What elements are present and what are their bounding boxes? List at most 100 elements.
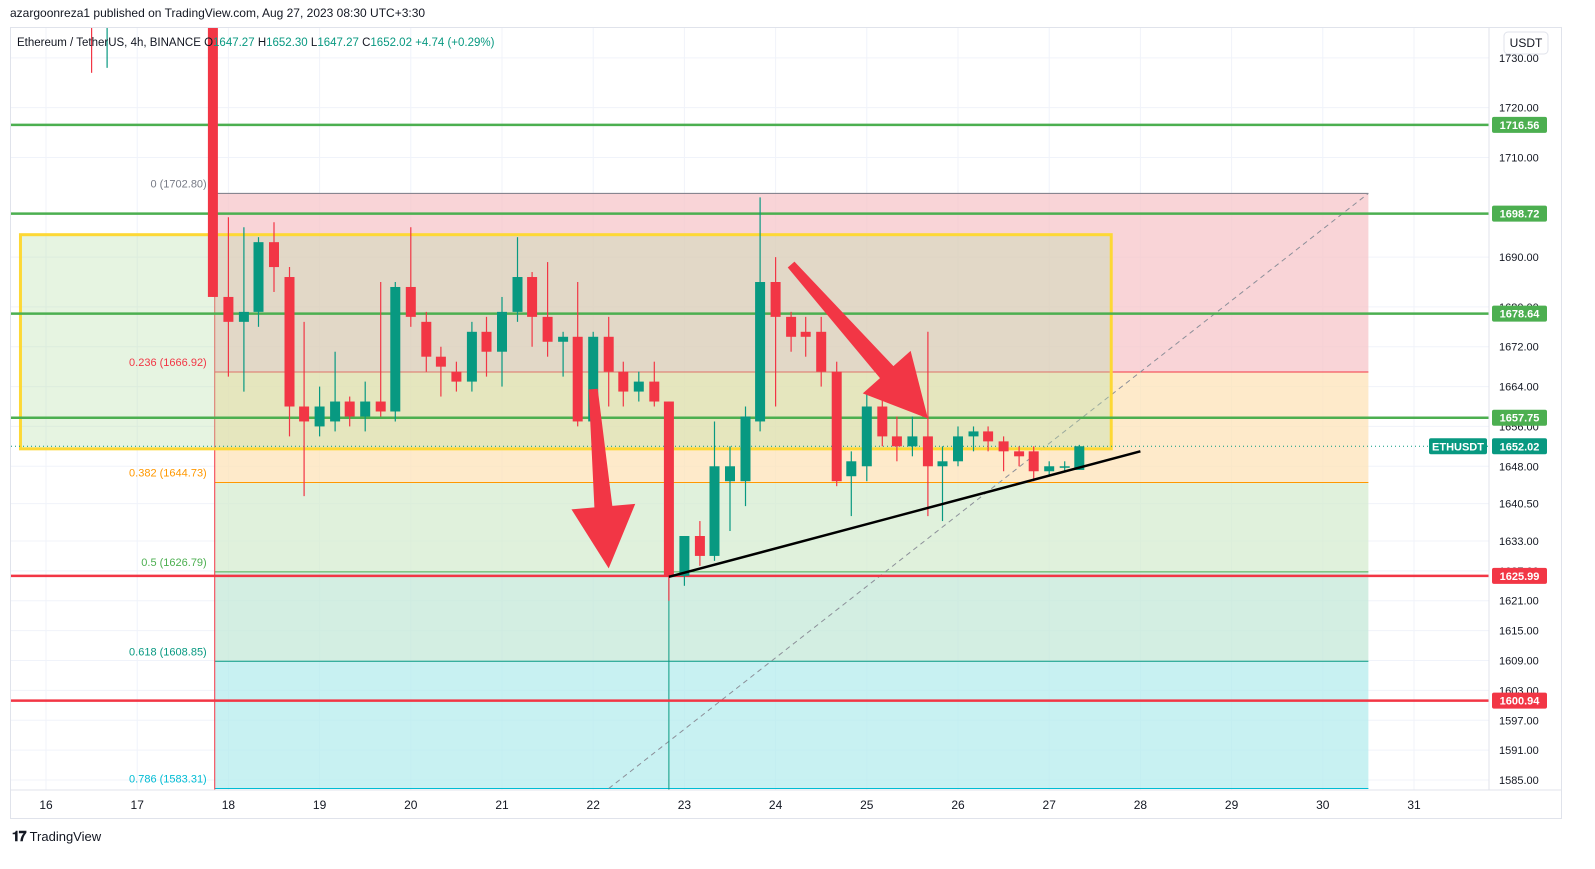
time-tick-label: 31 xyxy=(1407,798,1421,812)
candle-up xyxy=(330,351,341,432)
time-tick-label: 18 xyxy=(222,798,236,812)
level-price-tag xyxy=(1492,567,1547,584)
ascending-trendline xyxy=(668,450,1141,579)
candle-body xyxy=(816,331,827,372)
candle-body xyxy=(330,401,341,422)
plot-area: 0 (1702.80) 0.236 (1666.92) 0.382 (1644.73… xyxy=(11,28,1489,790)
fib-level-label: 0 (1702.80) xyxy=(150,178,206,190)
legend-low-label: L xyxy=(311,37,318,49)
candle-up xyxy=(907,416,918,457)
candle-down xyxy=(831,361,842,487)
level-price-tag xyxy=(1492,116,1547,133)
candle-body xyxy=(1074,446,1085,470)
price-tick-label: 1615.00 xyxy=(1499,626,1539,638)
candle-body xyxy=(253,242,264,312)
candle-body xyxy=(922,436,933,467)
candle-body xyxy=(679,536,690,576)
legend-change-value: +4.74 (+0.29%) xyxy=(415,37,494,49)
candle-down xyxy=(998,436,1009,472)
tradingview-logo-icon: 𝟏𝟕 xyxy=(12,828,27,844)
candle-up xyxy=(679,536,690,586)
fib-level-label: 0.236 (1666.92) xyxy=(129,357,207,369)
candle-up xyxy=(633,371,644,402)
price-tick-label: 1609.00 xyxy=(1499,656,1539,668)
candle-body xyxy=(1044,466,1055,472)
red-arrow xyxy=(571,388,636,569)
level-price-tag-label: 1657.75 xyxy=(1500,413,1540,425)
price-tick-label: 1640.50 xyxy=(1499,499,1539,511)
candle-down xyxy=(435,346,446,397)
candle-body xyxy=(542,316,553,342)
price-tick-label: 1633.00 xyxy=(1499,536,1539,548)
candle-body xyxy=(284,277,295,407)
range-box xyxy=(18,233,1113,451)
candle-body xyxy=(360,401,371,417)
candle-up xyxy=(106,28,108,68)
candle-body xyxy=(421,321,432,357)
legend-symbol: Ethereum / TetherUS, 4h, BINANCE xyxy=(17,37,201,49)
level-price-tag-label: 1678.64 xyxy=(1500,309,1541,321)
candle-down xyxy=(481,316,492,377)
level-price-tag-label: 1698.72 xyxy=(1500,209,1540,221)
fib-zone xyxy=(214,571,1369,662)
candle-down xyxy=(299,321,310,497)
level-price-tag xyxy=(1492,205,1547,222)
tradingview-brand-label: TradingView xyxy=(29,829,102,844)
time-tick-label: 24 xyxy=(769,798,783,812)
candle-body xyxy=(207,28,218,297)
legend-high-label: H xyxy=(258,37,266,49)
candle-body xyxy=(558,336,569,342)
candle-down xyxy=(344,396,355,427)
candle-body xyxy=(846,461,857,477)
candle-body xyxy=(663,401,674,576)
candle-up xyxy=(1044,461,1055,477)
legend-high-value: 1652.30 xyxy=(266,37,308,49)
price-tick-label: 1597.00 xyxy=(1499,715,1539,727)
candle-up xyxy=(238,227,249,392)
candle-down xyxy=(603,316,614,407)
candle-up xyxy=(253,237,264,327)
legend-low-value: 1647.27 xyxy=(317,37,359,49)
candle-down xyxy=(1028,446,1039,482)
candle-body xyxy=(497,311,507,352)
level-price-tag xyxy=(1492,409,1547,426)
candlestick-chart[interactable]: 0 (1702.80) 0.236 (1666.92) 0.382 (1644.73… xyxy=(11,28,1561,818)
price-tick-label: 1648.00 xyxy=(1499,461,1539,473)
candle-body xyxy=(800,331,811,337)
level-price-tag xyxy=(1492,692,1547,709)
candle-down xyxy=(284,267,295,437)
candle-body xyxy=(588,336,599,422)
candle-body xyxy=(405,286,416,317)
candle-body xyxy=(937,461,948,467)
currency-button-label: USDT xyxy=(1510,36,1543,50)
candle-body xyxy=(709,466,720,556)
time-tick-label: 25 xyxy=(860,798,874,812)
time-tick-label: 21 xyxy=(495,798,509,812)
candle-body xyxy=(481,331,492,352)
candle-body xyxy=(998,441,1009,452)
candle-body xyxy=(299,406,310,422)
time-tick-label: 27 xyxy=(1043,798,1057,812)
candle-up xyxy=(497,296,507,387)
chart-frame[interactable]: 0 (1702.80) 0.236 (1666.92) 0.382 (1644.73… xyxy=(10,27,1562,819)
time-tick-label: 26 xyxy=(951,798,965,812)
level-price-tag-label: 1600.94 xyxy=(1500,696,1541,708)
red-arrow xyxy=(787,261,928,419)
candle-body xyxy=(953,436,963,462)
candle-down xyxy=(405,227,416,327)
candle-down xyxy=(983,426,994,452)
fib-trend-diagonal xyxy=(608,192,1369,789)
candle-up xyxy=(558,331,569,377)
publisher-header: azargoonreza1 published on TradingView.c… xyxy=(10,6,426,20)
ohlc-legend-text: Ethereum / TetherUS, 4h, BINANCE O1647.2… xyxy=(17,37,495,49)
candle-up xyxy=(953,426,963,467)
candle-up xyxy=(360,381,371,432)
tradingview-logo[interactable]: 𝟏𝟕 TradingView xyxy=(12,828,101,845)
candle-body xyxy=(633,381,644,392)
candle-body xyxy=(466,331,477,382)
legend-open-value: 1647.27 xyxy=(213,37,255,49)
currency-button[interactable]: USDT xyxy=(1503,31,1549,55)
fib-zone xyxy=(214,661,1369,789)
price-tick-label: 1720.00 xyxy=(1499,103,1539,115)
candle-body xyxy=(512,277,523,312)
